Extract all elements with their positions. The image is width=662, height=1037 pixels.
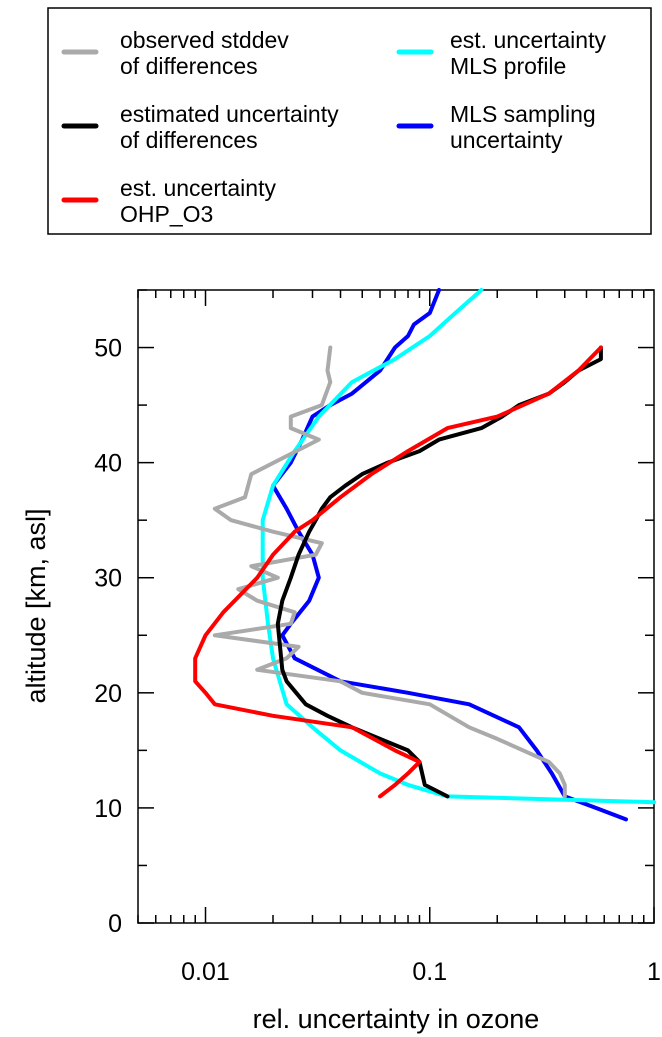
legend-label: est. uncertainty xyxy=(450,27,606,53)
x-axis-label: rel. uncertainty in ozone xyxy=(253,1004,540,1034)
y-axis-label: altitude [km, asl] xyxy=(21,508,51,703)
y-tick-label: 10 xyxy=(94,795,122,823)
x-tick-label: 0.01 xyxy=(181,958,230,986)
series-line-4 xyxy=(260,288,656,805)
legend-label: observed stddev xyxy=(120,27,289,53)
legend-label: estimated uncertainty xyxy=(120,101,339,127)
y-tick-label: 50 xyxy=(94,335,122,363)
y-tick-label: 30 xyxy=(94,565,122,593)
y-tick-label: 0 xyxy=(108,910,122,938)
x-tick-label: 1 xyxy=(647,958,661,986)
series-line-3 xyxy=(193,345,603,799)
series-line-2 xyxy=(275,345,603,799)
plot-frame xyxy=(137,289,655,924)
legend-box xyxy=(47,7,652,235)
legend-label: OHP_O3 xyxy=(120,201,213,227)
legend-label: of differences xyxy=(120,127,258,153)
legend-label: est. uncertainty xyxy=(120,175,276,201)
series-group xyxy=(193,288,656,822)
legend-label: MLS sampling xyxy=(450,101,596,127)
x-tick-label: 0.1 xyxy=(412,958,447,986)
series-line-1 xyxy=(212,345,567,799)
axes: 0.01 0.1 1 0 10 20 30 40 50 xyxy=(94,289,661,986)
y-tick-label: 40 xyxy=(94,450,122,478)
legend-label: of differences xyxy=(120,53,258,79)
y-tick-label: 20 xyxy=(94,680,122,708)
legend-label: uncertainty xyxy=(450,127,563,153)
legend-label: MLS profile xyxy=(450,53,566,79)
